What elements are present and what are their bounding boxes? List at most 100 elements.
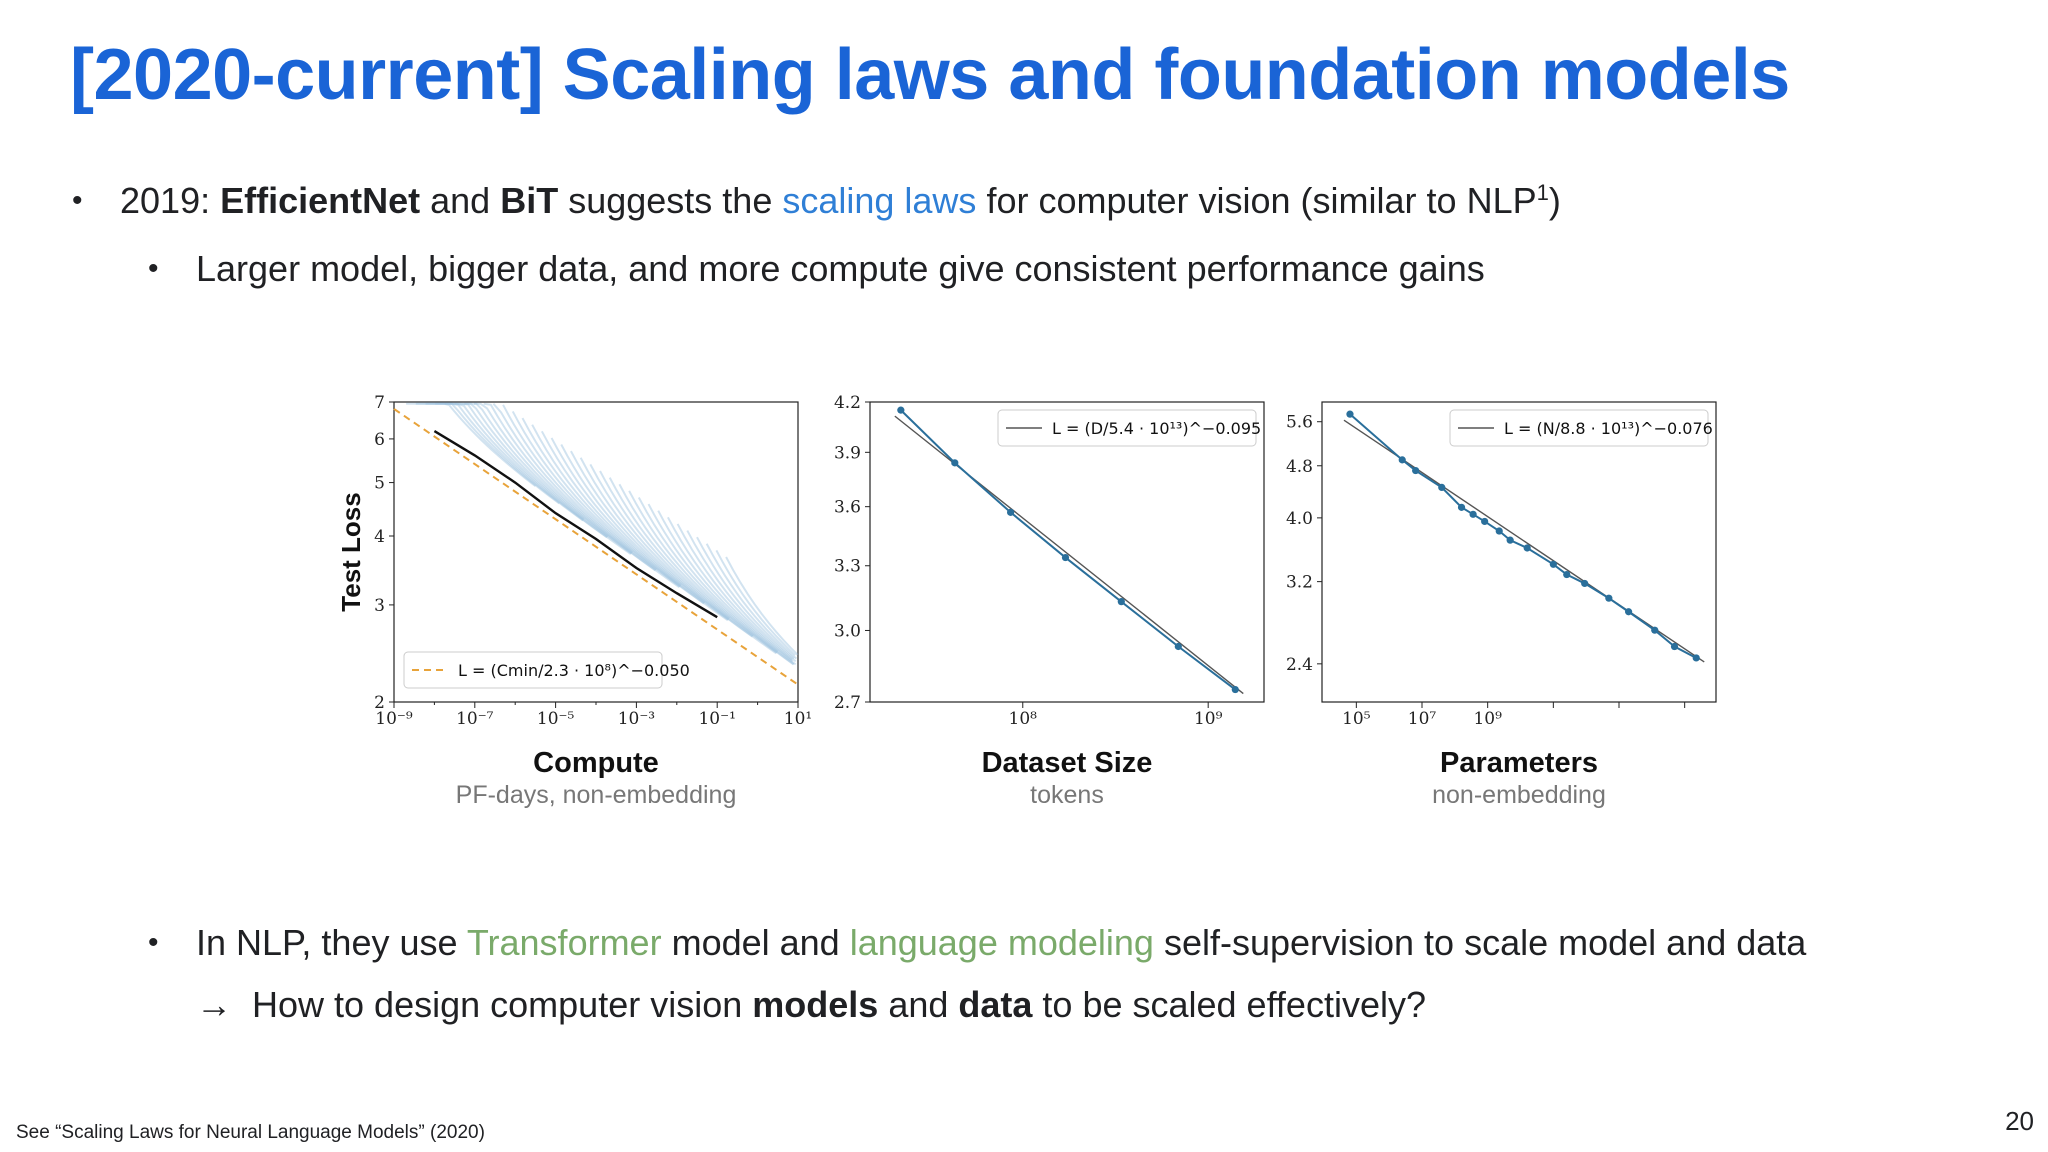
close-paren: ): [1548, 180, 1561, 221]
data-point: [1412, 466, 1420, 475]
y-tick-label: 2.4: [1286, 655, 1313, 675]
y-tick-label: 3.0: [834, 621, 861, 641]
data-point: [1346, 410, 1354, 418]
language-modeling-text: language modeling: [849, 922, 1154, 963]
data-point: [1651, 626, 1659, 634]
x-tick-label: 10⁻⁹: [375, 709, 413, 729]
learning-curve-line: [483, 402, 656, 572]
data-point: [1670, 642, 1679, 651]
y-tick-label: 3.6: [834, 498, 861, 518]
fit-line: [393, 408, 799, 686]
y-tick-label: 3.2: [1286, 573, 1313, 593]
footnote: See “Scaling Laws for Neural Language Mo…: [16, 1122, 485, 1143]
efficientnet-text: EfficientNet: [220, 180, 421, 221]
data-point: [1438, 483, 1446, 492]
sub-bullet-dot: •: [148, 926, 159, 959]
models-text: models: [752, 984, 879, 1025]
learning-curve-line: [589, 463, 777, 655]
data-point: [1523, 544, 1531, 552]
learning-curve-line: [444, 402, 632, 555]
learning-curve-line: [531, 424, 705, 605]
y-tick-label: 6: [374, 430, 385, 450]
y-tick-label: 4: [374, 527, 385, 547]
data-point: [1481, 517, 1489, 526]
learning-curve-line: [473, 402, 633, 555]
learning-curve-line: [608, 477, 754, 637]
data-point: [1506, 536, 1514, 544]
data-point: [1692, 654, 1700, 662]
learning-curve-line: [511, 410, 657, 571]
axis-subtitle: non-embedding: [1432, 781, 1606, 809]
x-tick-label: 10⁻⁷: [456, 709, 494, 729]
data-point: [1231, 685, 1239, 694]
x-tick-label: 10¹: [784, 709, 812, 729]
axis-subtitle: tokens: [1030, 781, 1104, 809]
data-point: [1117, 598, 1125, 606]
learning-curve-line: [435, 402, 608, 539]
learning-curve-line: [676, 523, 793, 661]
data-point: [1549, 560, 1557, 568]
slide-title: [2020-current] Scaling laws and foundati…: [70, 35, 1790, 115]
legend-box: [403, 651, 663, 689]
x-tick-label: 10⁵: [1342, 709, 1371, 729]
y-tick-label: 7: [374, 393, 385, 413]
learning-curve-line: [425, 402, 584, 522]
x-tick-label: 10⁻⁵: [537, 709, 575, 729]
scaling-laws-text: scaling laws: [782, 180, 977, 221]
x-tick-label: 10⁹: [1473, 709, 1502, 729]
transformer-text: Transformer: [466, 922, 662, 963]
y-tick-label: 5: [374, 474, 385, 494]
data-point: [1563, 570, 1571, 579]
year-text: 2019:: [120, 180, 221, 221]
learning-curve-line: [696, 536, 795, 660]
data-point: [1174, 642, 1182, 651]
x-tick-label: 10⁷: [1408, 709, 1437, 729]
learning-curve-line: [637, 496, 795, 665]
nlp-pre-text: In NLP, they use: [196, 922, 467, 963]
learning-curve-line: [618, 483, 778, 654]
learning-curve-line: [647, 503, 779, 653]
question-pre: How to design computer vision: [252, 984, 753, 1025]
x-tick-label: 10⁸: [1009, 709, 1038, 729]
learning-curve-line: [725, 556, 799, 656]
learning-curve-line: [415, 402, 560, 505]
axis-title: Parameters: [1440, 747, 1598, 779]
page-number: 20: [2005, 1106, 2034, 1136]
suggests-text: suggests the: [558, 180, 783, 221]
data-point: [1495, 527, 1503, 535]
data-text: data: [958, 984, 1033, 1025]
learning-curve-line: [628, 490, 795, 666]
y-axis-label: Test Loss: [336, 492, 366, 611]
data-point: [1007, 508, 1015, 516]
question-post: to be scaled effectively?: [1032, 984, 1426, 1025]
bullet-consistent-gains: Larger model, bigger data, and more comp…: [196, 248, 1485, 289]
and-text: and: [420, 180, 501, 221]
arrow-icon: →: [196, 984, 232, 1025]
data-point: [1469, 510, 1477, 518]
scaling-laws-figure: Compute PF-days, non-embedding 10⁻⁹ 10⁻⁷ 10⁻…: [320, 380, 1740, 820]
legend-box: [997, 409, 1257, 447]
computer-vision-text: for computer vision (similar to NLP: [976, 180, 1537, 221]
legend-box: [1449, 409, 1709, 447]
x-tick-label: 10⁻¹: [698, 709, 735, 729]
y-tick-label: 4.8: [1286, 457, 1313, 477]
y-tick-label: 5.6: [1286, 413, 1313, 433]
learning-curve-line: [579, 457, 753, 638]
y-tick-label: 4.2: [834, 393, 861, 413]
learning-curve-line: [657, 510, 797, 666]
learning-curve-line: [406, 402, 537, 487]
y-tick-label: 3.9: [834, 443, 861, 463]
legend-label: L = (D/5.4 · 10¹³)^−0.095: [1052, 419, 1261, 438]
learning-curve-line: [667, 516, 794, 663]
data-point: [951, 459, 959, 467]
learning-curve-line: [454, 402, 585, 520]
frontier-line: [433, 430, 718, 619]
sub-bullet-dot: •: [148, 252, 159, 285]
learning-curve-line: [540, 430, 729, 622]
question-line: → How to design computer vision models a…: [196, 984, 1426, 1026]
series-line: [1349, 413, 1697, 659]
data-point: [1624, 608, 1633, 616]
learning-curve-line: [599, 470, 730, 620]
data-point: [897, 406, 905, 414]
